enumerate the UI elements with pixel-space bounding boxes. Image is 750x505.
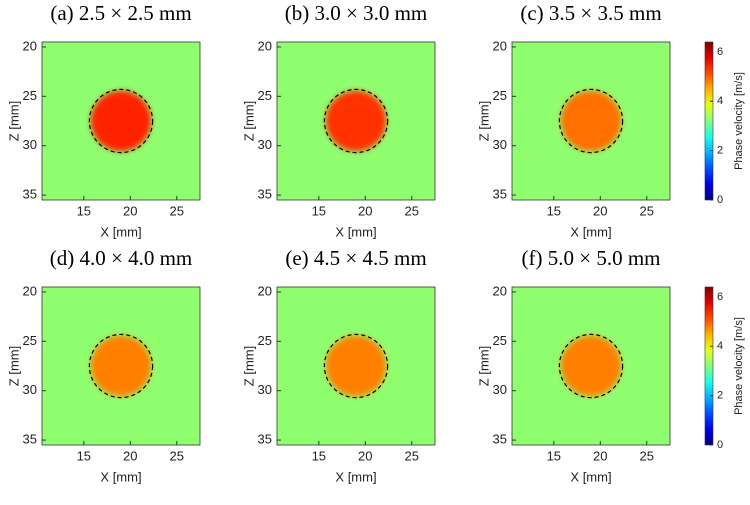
x-tick-label: 15 — [77, 203, 91, 218]
colorbar — [704, 41, 714, 201]
x-tick-label: 25 — [640, 203, 654, 218]
colorbar — [704, 286, 714, 446]
y-axis-label: Z [mm] — [476, 101, 491, 141]
panel-title: (a) 2.5 × 2.5 mm — [50, 1, 191, 25]
x-tick-label: 15 — [547, 203, 561, 218]
axes-frame — [511, 41, 671, 201]
x-tick-label: 25 — [170, 448, 184, 463]
y-axis-label: Z [mm] — [241, 346, 256, 386]
y-tick-label: 20 — [258, 283, 272, 298]
inclusion — [90, 90, 152, 152]
x-tick-label: 15 — [547, 448, 561, 463]
y-tick-label: 20 — [493, 283, 507, 298]
inclusion — [325, 335, 387, 397]
y-axis-label: Z [mm] — [6, 346, 21, 386]
x-tick-label: 25 — [170, 203, 184, 218]
y-tick-label: 35 — [258, 187, 272, 202]
y-tick-label: 25 — [23, 88, 37, 103]
colorbar-tick-label: 0 — [717, 194, 723, 206]
inclusion — [560, 335, 622, 397]
y-tick-label: 30 — [258, 137, 272, 152]
colorbar-tick-label: 6 — [717, 291, 723, 303]
x-tick-label: 25 — [405, 203, 419, 218]
inclusion-outline — [323, 88, 389, 154]
inclusion-outline — [88, 333, 154, 399]
y-tick-label: 20 — [493, 38, 507, 53]
y-tick-label: 25 — [23, 333, 37, 348]
y-tick-label: 35 — [493, 432, 507, 447]
axes-frame — [41, 41, 201, 201]
x-tick-label: 20 — [123, 203, 137, 218]
colorbar-tick-label: 6 — [717, 46, 723, 58]
plot-area — [42, 42, 200, 200]
y-tick-label: 30 — [493, 382, 507, 397]
y-tick-label: 20 — [23, 38, 37, 53]
y-tick-label: 35 — [258, 432, 272, 447]
x-tick-label: 15 — [312, 448, 326, 463]
y-tick-label: 25 — [493, 333, 507, 348]
x-tick-label: 20 — [123, 448, 137, 463]
y-tick-label: 30 — [258, 382, 272, 397]
axes-frame — [41, 286, 201, 446]
panel-title: (d) 4.0 × 4.0 mm — [50, 246, 193, 270]
x-tick-label: 20 — [593, 203, 607, 218]
y-tick-label: 25 — [258, 88, 272, 103]
axes-frame — [276, 286, 436, 446]
y-tick-label: 35 — [23, 187, 37, 202]
x-axis-label: X [mm] — [100, 224, 141, 239]
colorbar-tick-label: 2 — [717, 145, 723, 157]
y-axis-label: Z [mm] — [476, 346, 491, 386]
x-tick-label: 20 — [358, 203, 372, 218]
plot-area — [277, 42, 435, 200]
panel-title: (e) 4.5 × 4.5 mm — [285, 246, 426, 270]
x-tick-label: 20 — [593, 448, 607, 463]
colorbar-label: Phase velocity [m/s] — [733, 72, 745, 170]
y-axis-label: Z [mm] — [6, 101, 21, 141]
panel-title: (b) 3.0 × 3.0 mm — [285, 1, 428, 25]
inclusion — [560, 90, 622, 152]
plot-area — [512, 42, 670, 200]
x-axis-label: X [mm] — [335, 469, 376, 484]
inclusion-outline — [558, 88, 624, 154]
colorbar-tick-label: 0 — [717, 439, 723, 451]
y-tick-label: 30 — [23, 382, 37, 397]
y-tick-label: 20 — [23, 283, 37, 298]
x-axis-label: X [mm] — [335, 224, 376, 239]
y-tick-label: 30 — [493, 137, 507, 152]
axes-frame — [511, 286, 671, 446]
y-tick-label: 35 — [493, 187, 507, 202]
plot-area — [512, 287, 670, 445]
inclusion-outline — [558, 333, 624, 399]
colorbar-tick-label: 4 — [717, 95, 723, 107]
x-tick-label: 20 — [358, 448, 372, 463]
panel-title: (f) 5.0 × 5.0 mm — [522, 246, 661, 270]
y-axis-label: Z [mm] — [241, 101, 256, 141]
y-tick-label: 30 — [23, 137, 37, 152]
y-tick-label: 35 — [23, 432, 37, 447]
x-tick-label: 25 — [405, 448, 419, 463]
y-tick-label: 25 — [258, 333, 272, 348]
inclusion — [90, 335, 152, 397]
plot-area — [42, 287, 200, 445]
axes-frame — [276, 41, 436, 201]
x-axis-label: X [mm] — [570, 224, 611, 239]
x-axis-label: X [mm] — [100, 469, 141, 484]
inclusion-outline — [88, 88, 154, 154]
x-tick-label: 15 — [312, 203, 326, 218]
x-tick-label: 25 — [640, 448, 654, 463]
colorbar-tick-label: 2 — [717, 390, 723, 402]
inclusion — [325, 90, 387, 152]
colorbar-tick-label: 4 — [717, 340, 723, 352]
panel-title: (c) 3.5 × 3.5 mm — [520, 1, 661, 25]
inclusion-outline — [323, 333, 389, 399]
x-axis-label: X [mm] — [570, 469, 611, 484]
x-tick-label: 15 — [77, 448, 91, 463]
y-tick-label: 25 — [493, 88, 507, 103]
colorbar-label: Phase velocity [m/s] — [733, 317, 745, 415]
y-tick-label: 20 — [258, 38, 272, 53]
plot-area — [277, 287, 435, 445]
